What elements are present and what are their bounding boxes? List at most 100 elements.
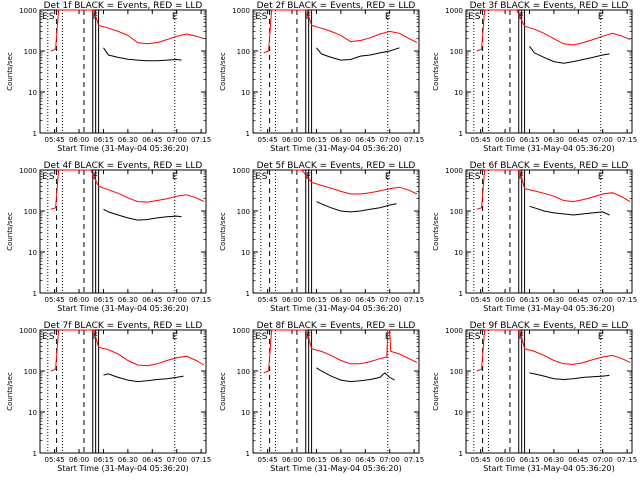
- y-tick-label: 1000: [232, 167, 250, 175]
- y-tick-label: 1000: [232, 327, 250, 335]
- panel-title: Det 7f BLACK = Events, RED = LLD: [44, 321, 203, 331]
- y-axis-label: Counts/sec: [219, 372, 227, 411]
- events-series-line: [316, 367, 395, 383]
- lld-series-line: [292, 169, 418, 195]
- detector-panel: Det 5f BLACK = Events, RED = LLD Counts/s…: [219, 161, 424, 313]
- x-tick-label: 06:30: [331, 456, 351, 464]
- x-tick-label: 06:45: [355, 136, 375, 144]
- detector-panel: Det 7f BLACK = Events, RED = LLD Counts/s…: [6, 321, 211, 473]
- x-tick-label: 07:00: [593, 296, 613, 304]
- y-tick-label: 10: [454, 249, 463, 257]
- event-marker-label: F: [306, 12, 311, 22]
- plot-frame: [39, 9, 207, 134]
- event-marker-label: S: [49, 12, 55, 22]
- y-tick-label: 1: [459, 290, 463, 298]
- x-axis-label: Start Time (31-May-04 05:36:20): [483, 464, 614, 473]
- x-tick-label: 06:00: [495, 136, 515, 144]
- events-series-line: [529, 372, 610, 381]
- x-axis-label: Start Time (31-May-04 05:36:20): [483, 304, 614, 313]
- event-marker-label: F: [93, 12, 98, 22]
- event-marker-label: F: [306, 172, 311, 182]
- event-marker-label: F: [519, 12, 524, 22]
- x-tick-label: 06:45: [142, 136, 162, 144]
- event-marker-label: S: [262, 172, 268, 182]
- x-tick-label: 07:00: [167, 296, 187, 304]
- event-marker-label: E: [598, 12, 604, 22]
- x-tick-label: 06:15: [519, 456, 539, 464]
- events-series-line: [529, 205, 610, 216]
- event-marker-label: S: [49, 332, 55, 342]
- y-axis-label: Counts/sec: [219, 212, 227, 251]
- y-tick-label: 1: [459, 130, 463, 138]
- x-tick-label: 07:00: [593, 136, 613, 144]
- event-marker-label: S: [475, 172, 481, 182]
- y-axis-label: Counts/sec: [432, 372, 440, 411]
- detector-panel: Det 2f BLACK = Events, RED = LLD Counts/s…: [219, 1, 424, 153]
- event-marker-label: S: [262, 12, 268, 22]
- events-series-line: [316, 47, 400, 61]
- x-tick-label: 06:00: [495, 456, 515, 464]
- panel-title: Det 4f BLACK = Events, RED = LLD: [44, 161, 203, 171]
- detector-panel: Det 3f BLACK = Events, RED = LLD Counts/s…: [432, 1, 637, 153]
- lld-series-line: [476, 169, 631, 210]
- event-marker-label: S: [475, 12, 481, 22]
- detector-panel: Det 1f BLACK = Events, RED = LLD Counts/s…: [6, 1, 211, 153]
- events-series-line: [103, 208, 182, 221]
- x-tick-label: 05:45: [45, 136, 65, 144]
- x-tick-label: 07:15: [404, 136, 424, 144]
- x-tick-label: 06:00: [495, 296, 515, 304]
- plot-frame: [39, 169, 207, 294]
- x-tick-label: 07:15: [404, 456, 424, 464]
- lld-series-line: [263, 9, 418, 54]
- panel-title: Det 2f BLACK = Events, RED = LLD: [257, 1, 416, 11]
- x-tick-label: 06:15: [93, 456, 113, 464]
- x-tick-label: 05:45: [45, 296, 65, 304]
- y-tick-label: 100: [237, 48, 250, 56]
- y-tick-label: 1: [33, 450, 37, 458]
- x-tick-label: 06:45: [568, 136, 588, 144]
- events-series-line: [529, 46, 610, 64]
- y-tick-label: 100: [450, 368, 463, 376]
- detector-panel: Det 9f BLACK = Events, RED = LLD Counts/s…: [432, 321, 637, 473]
- y-axis-label: Counts/sec: [6, 212, 14, 251]
- lld-series-line: [50, 329, 205, 372]
- y-tick-label: 1000: [19, 327, 37, 335]
- y-tick-label: 10: [28, 409, 37, 417]
- y-tick-label: 100: [450, 208, 463, 216]
- y-tick-label: 1000: [19, 7, 37, 15]
- lld-series-line: [263, 329, 418, 374]
- panel-title: Det 1f BLACK = Events, RED = LLD: [44, 1, 203, 11]
- x-tick-label: 07:00: [593, 456, 613, 464]
- plot-frame: [252, 169, 420, 294]
- x-tick-label: 06:45: [568, 456, 588, 464]
- y-tick-label: 10: [28, 89, 37, 97]
- x-tick-label: 07:00: [380, 456, 400, 464]
- x-tick-label: 06:45: [142, 456, 162, 464]
- plot-frame: [465, 9, 633, 134]
- event-marker-label: E: [42, 332, 48, 342]
- y-tick-label: 10: [241, 409, 250, 417]
- y-tick-label: 100: [450, 48, 463, 56]
- events-series-line: [316, 201, 397, 213]
- detector-panel: Det 6f BLACK = Events, RED = LLD Counts/s…: [432, 161, 637, 313]
- y-tick-label: 100: [237, 368, 250, 376]
- plot-frame: [465, 169, 633, 294]
- y-tick-label: 100: [24, 368, 37, 376]
- y-tick-label: 1: [459, 450, 463, 458]
- x-tick-label: 07:15: [617, 456, 637, 464]
- x-tick-label: 06:15: [519, 296, 539, 304]
- lld-series-line: [476, 9, 631, 52]
- x-tick-label: 07:15: [191, 296, 211, 304]
- x-tick-label: 06:00: [282, 136, 302, 144]
- event-marker-label: E: [468, 332, 474, 342]
- plot-frame: [39, 329, 207, 454]
- x-tick-label: 06:45: [355, 456, 375, 464]
- x-axis-label: Start Time (31-May-04 05:36:20): [57, 464, 188, 473]
- y-tick-label: 1000: [232, 7, 250, 15]
- event-marker-label: E: [385, 172, 391, 182]
- x-axis-label: Start Time (31-May-04 05:36:20): [270, 464, 401, 473]
- x-tick-label: 05:45: [471, 456, 491, 464]
- x-tick-label: 06:45: [142, 296, 162, 304]
- events-series-line: [103, 47, 182, 62]
